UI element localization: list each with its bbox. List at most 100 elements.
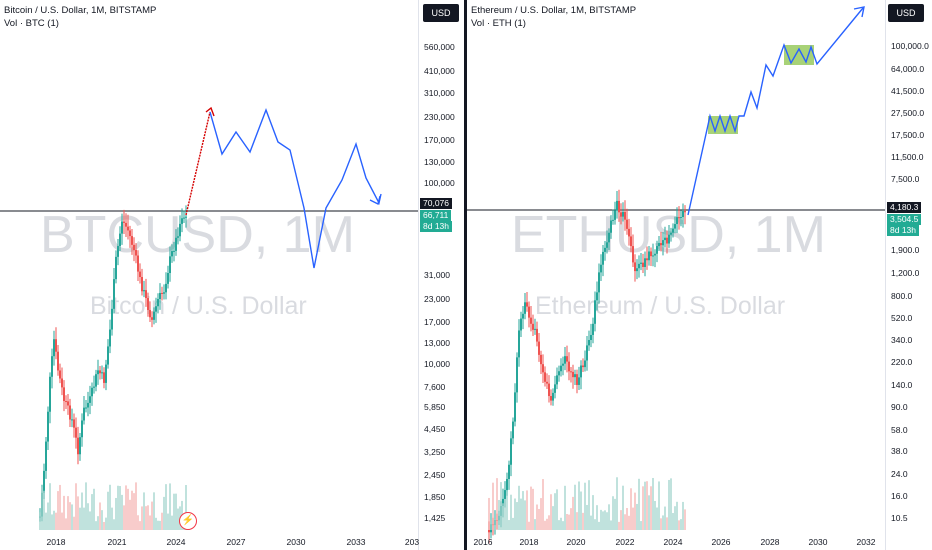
candle-body [97,370,99,375]
candle-body [618,200,620,213]
candle-body [596,292,598,301]
volume-bar [574,484,576,530]
candle-body [506,478,508,491]
btc-chart-canvas[interactable] [0,0,464,550]
volume-bar [522,491,524,530]
candle-body [548,383,550,397]
volume-bar [159,520,161,530]
volume-bar [658,481,660,530]
candle-body [143,290,145,292]
candle-body [71,419,73,421]
volume-bar [81,492,83,530]
candle-body [119,233,121,247]
candle-body [624,211,626,220]
btc-price-tick: 3,250 [424,447,446,457]
candle-body [530,317,532,324]
candle-body [684,211,686,213]
volume-bar [556,489,558,530]
volume-bar [175,493,177,530]
candle-body [680,217,682,219]
candle-body [676,217,678,225]
volume-bar [646,481,648,530]
btc-price-tick: 100,000 [424,178,455,188]
volume-bar [113,519,115,530]
volume-bar [59,484,61,530]
btc-price-tick: 1,425 [424,513,446,523]
candle-body [107,346,109,365]
volume-bar [97,516,99,530]
eth-chart-canvas[interactable] [467,0,932,550]
volume-bar [45,512,47,530]
btc-price-tick: 130,000 [424,157,455,167]
volume-bar [644,481,646,530]
btc-legend: Bitcoin / U.S. Dollar, 1M, BITSTAMP Vol … [4,4,156,30]
volume-bar [676,501,678,530]
volume-bar [161,512,163,530]
candle-body [570,371,572,373]
btc-time-tick: 2030 [286,537,306,547]
volume-bar [117,485,119,530]
candle-body [682,211,684,218]
candle-body [115,256,117,280]
volume-bar [145,506,147,530]
candle-body [612,219,614,221]
candle-body [169,256,171,274]
volume-bar [169,483,171,530]
volume-bar [626,508,628,530]
volume-bar [91,494,93,530]
eth-time-tick: 2030 [808,537,828,547]
volume-bar [606,512,608,530]
btc-time-tick: 2021 [107,537,127,547]
btc-watermark-subtitle: Bitcoin / U.S. Dollar [90,292,307,320]
candle-body [668,234,670,244]
candle-body [670,232,672,235]
candle-body [562,363,564,366]
eth-price-tick: 27,500.0 [891,108,925,118]
eth-symbol-title[interactable]: Ethereum / U.S. Dollar, 1M, BITSTAMP [471,5,637,16]
volume-bar [524,500,526,530]
btc-price-tick: 4,450 [424,424,446,434]
volume-bar [546,518,548,530]
volume-bar [570,508,572,530]
volume-bar [39,512,41,530]
volume-bar [131,490,133,530]
flash-icon[interactable]: ⚡ [179,512,197,530]
volume-bar [648,495,650,530]
candle-body [99,370,101,374]
candle-body [502,498,504,507]
btc-currency-button[interactable]: USD [423,4,459,22]
volume-bar [115,497,117,530]
volume-bar [510,494,512,530]
candle-body [49,376,51,412]
candle-body [147,298,149,310]
candle-body [93,386,95,388]
candle-body [662,240,664,246]
btc-price-tick: 7,600 [424,382,446,392]
btc-chart-panel[interactable]: BTCUSD, 1M Bitcoin / U.S. Dollar Bitcoin… [0,0,464,550]
btc-price-tick: 5,850 [424,402,446,412]
btc-time-tick: 2033 [346,537,366,547]
volume-bar [622,485,624,530]
eth-time-tick: 2020 [566,537,586,547]
candle-body [602,251,604,265]
candle-body [155,306,157,312]
volume-bar [93,488,95,530]
eth-currency-button[interactable]: USD [888,4,924,22]
candle-body [594,300,596,324]
candle-body [63,387,65,402]
eth-crosshair-price-label: 4,180.3 [887,202,922,213]
eth-volume-indicator[interactable]: Vol · ETH (1) [471,18,526,29]
btc-volume-indicator[interactable]: Vol · BTC (1) [4,18,59,29]
volume-bar [83,507,85,530]
layout-divider[interactable] [464,0,467,550]
volume-bar [654,500,656,530]
btc-symbol-title[interactable]: Bitcoin / U.S. Dollar, 1M, BITSTAMP [4,5,157,16]
eth-chart-panel[interactable]: ETHUSD, 1M Ethereum / U.S. Dollar Ethere… [467,0,932,550]
volume-bar [43,490,45,530]
volume-bar [652,477,654,530]
eth-price-tick: 58.0 [891,425,908,435]
volume-bar [67,496,69,530]
candle-body [113,279,115,309]
candle-body [135,250,137,256]
volume-bar [614,498,616,530]
